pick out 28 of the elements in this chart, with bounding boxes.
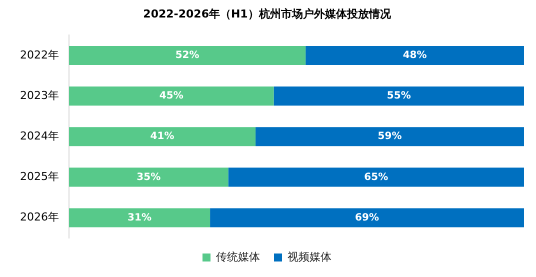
data-label: 35% [136, 172, 161, 183]
data-label: 59% [378, 131, 402, 142]
data-label: 69% [355, 212, 379, 224]
y-tick-label: 2026年 [20, 210, 59, 224]
y-tick-label: 2024年 [20, 129, 59, 142]
bar [68, 46, 306, 66]
bar [68, 208, 210, 228]
bar [68, 127, 256, 146]
data-label: 55% [386, 90, 411, 102]
bar [256, 127, 524, 146]
bar [68, 86, 274, 106]
bar [274, 86, 524, 106]
legend-label: 传统媒体 [216, 250, 260, 264]
chart-title: 2022-2026年（H1）杭州市场户外媒体投放情况 [143, 7, 392, 20]
y-tick-label: 2022年 [20, 48, 59, 62]
y-tick-label: 2025年 [20, 170, 59, 184]
bar [210, 208, 524, 228]
bar [306, 46, 524, 66]
data-label: 31% [128, 212, 152, 224]
data-label: 41% [150, 131, 174, 142]
y-tick-label: 2023年 [20, 88, 59, 102]
data-label: 45% [159, 90, 184, 102]
data-label: 48% [402, 50, 427, 62]
data-label: 52% [175, 50, 200, 62]
bar [68, 168, 228, 187]
data-label: 65% [364, 172, 388, 183]
legend-label: 视频媒体 [288, 250, 332, 264]
bar [228, 168, 524, 187]
